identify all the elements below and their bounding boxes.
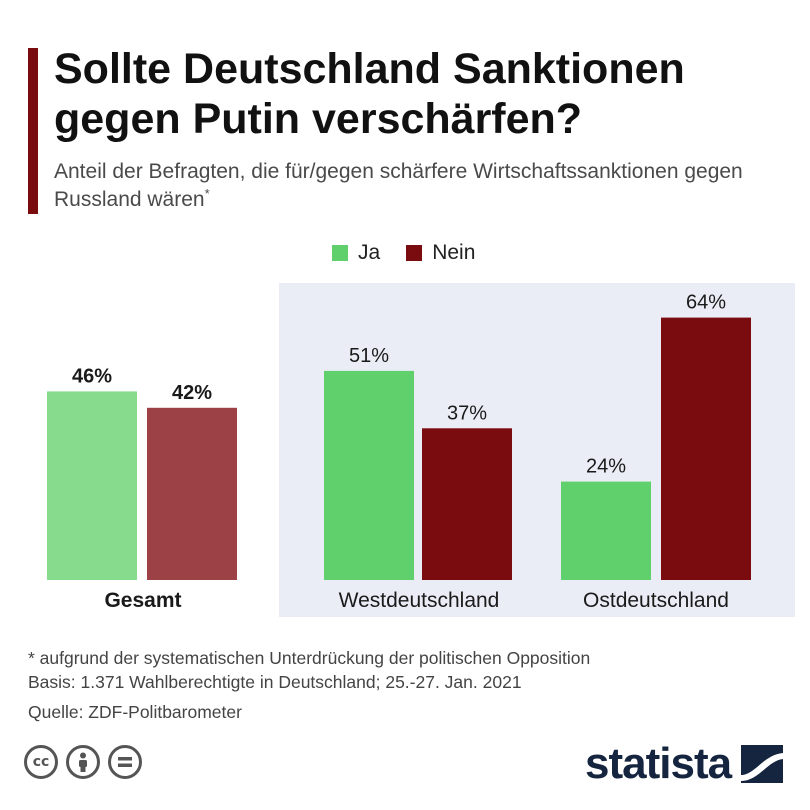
statista-wordmark: statista [585,739,732,788]
legend-label-ja: Ja [358,241,381,264]
legend-item-ja: Ja [332,241,380,265]
category-label-westdeutschland: Westdeutschland [339,589,500,612]
statista-logo-icon [741,745,784,783]
title-accent-bar [28,48,38,214]
value-label-nein-westdeutschland: 37% [447,402,487,424]
chart-subtitle: Anteil der Befragten, die für/gegen schä… [54,158,794,214]
subtitle-text: Anteil der Befragten, die für/gegen schä… [54,160,743,211]
chart-title: Sollte Deutschland Sanktionen gegen Puti… [54,45,685,143]
category-label-ostdeutschland: Ostdeutschland [583,589,729,612]
source-text: Quelle: ZDF-Politbarometer [28,702,242,722]
value-label-ja-gesamt: 46% [72,365,112,387]
bar-chart: 46% 42% Gesamt 51% 37% Westdeutschland 24% 64% O… [47,283,795,617]
bar-ja-westdeutschland [324,370,414,580]
bar-ja-ostdeutschland [561,481,651,580]
person-glyph [79,752,87,772]
basis-text: Basis: 1.371 Wahlberechtigte in Deutschl… [28,672,522,692]
value-label-nein-ostdeutschland: 64% [686,292,726,314]
bars-group: 46% 42% Gesamt 51% 37% Westdeutschland 24% 64% O… [47,292,751,612]
footnote-text: * aufgrund der systematischen Unterdrück… [28,648,591,668]
bar-nein-ostdeutschland [661,317,751,580]
bar-nein-westdeutschland [422,428,512,580]
license-icons: cc [24,745,142,779]
legend-swatch-nein [406,245,423,261]
category-label-gesamt: Gesamt [104,589,181,612]
equals-glyph [118,757,132,767]
attribution-icon[interactable] [66,745,100,779]
no-derivatives-icon[interactable] [108,745,142,779]
chart-legend: Ja Nein [332,240,475,266]
cc-icon[interactable]: cc [24,745,58,779]
legend-label-nein: Nein [432,241,476,264]
bar-nein-gesamt [147,407,237,580]
legend-swatch-ja [332,245,348,261]
value-label-ja-ostdeutschland: 24% [586,456,626,478]
subtitle-footnote-marker: * [204,186,210,201]
value-label-nein-gesamt: 42% [172,382,212,404]
bar-ja-gesamt [47,391,137,580]
legend-item-nein: Nein [406,241,475,265]
value-label-ja-westdeutschland: 51% [349,345,389,367]
footnote-block: * aufgrund der systematischen Unterdrück… [28,646,788,694]
statista-logo[interactable]: statista [585,738,784,790]
